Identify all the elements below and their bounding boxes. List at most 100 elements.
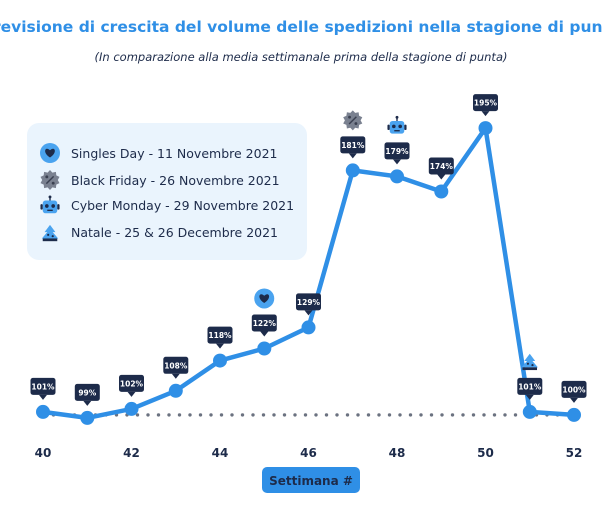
tree-base [42,238,58,242]
data-label-bg [163,356,189,374]
robot-ear [40,204,43,210]
heart-shape [45,148,55,158]
x-tick-label: 48 [389,446,406,460]
data-label-pointer [83,400,92,406]
robot-mouth [47,209,53,211]
baseline-dot [513,413,518,417]
christmas-tree-icon [521,353,538,371]
x-tick-label: 46 [300,446,317,460]
data-point-week-49 [434,184,449,199]
legend: Singles Day - 11 Novembre 2021 Black Fri… [27,123,307,260]
robot-head [42,200,58,214]
baseline-dot [335,413,339,417]
data-point-week-42 [124,401,139,416]
data-point-week-43 [168,383,183,398]
baseline-dot [482,413,486,417]
data-point-week-41 [80,410,95,425]
baseline-dot [503,413,507,417]
data-label-week-43: 108% [163,356,189,379]
percent-dot [45,175,49,179]
x-tick-label: 50 [477,446,494,460]
baseline-dot [377,413,381,417]
discount-badge-icon [343,110,363,131]
percent-dot [51,181,55,185]
tree-ornament [526,362,530,365]
data-label-week-41: 99% [74,383,100,406]
data-label-week-46: 129% [296,293,321,316]
data-label-text: 179% [385,147,409,156]
legend-box [27,123,307,260]
baseline-dot [146,413,150,417]
legend-entry-cyber-monday: Cyber Monday - 29 Novembre 2021 [71,198,294,213]
data-label-bg [517,377,543,395]
robot-ear [387,124,390,131]
data-label-pointer [348,153,357,159]
tree-ornament [51,235,54,238]
data-label-week-44: 118% [207,326,233,349]
chart-title: Previsione di crescita del volume delle … [0,18,602,36]
data-label-text: 129% [297,298,321,307]
data-label-pointer [481,111,490,117]
baseline-dot [461,413,465,417]
discount-badge-icon [40,170,60,190]
data-label-week-45: 122% [251,314,277,337]
data-label-text: 101% [31,382,55,391]
data-point-week-46 [301,320,316,335]
baseline-dot [408,413,413,417]
robot-head [389,120,405,134]
robot-icon [387,115,407,134]
data-label-pointer [393,159,401,165]
baseline-dot [356,413,360,417]
robot-icon [40,195,60,214]
data-labels: 101% 99% 102% 108% 118% 122% 129% 181% 179% 174% 1… [30,94,587,406]
robot-mouth [394,130,400,132]
data-label-week-40: 101% [30,377,56,400]
baseline-dot [345,413,350,417]
data-label-bg [384,142,410,160]
percent-slash [45,175,55,185]
data-point-week-45 [257,341,272,356]
data-label-bg [296,293,321,311]
baseline-dot [492,413,497,417]
baseline-dot [450,413,455,417]
data-label-week-51: 101% [517,377,543,400]
baseline-dot [230,413,234,417]
robot-eye [392,124,396,129]
data-label-text: 181% [341,141,365,150]
heart-icon [254,288,275,309]
baseline-dot [156,413,161,417]
x-axis-label: Settimana # [269,474,353,488]
christmas-tree-icon [41,224,59,242]
data-label-text: 99% [78,388,96,397]
data-label-bg [119,374,144,392]
data-label-pointer [216,343,224,349]
tree-shape [521,353,538,368]
heart-shape [259,294,270,304]
legend-entry-black-friday: Black Friday - 26 Novembre 2021 [71,173,280,188]
data-label-text: 101% [518,382,542,391]
data-label-pointer [171,373,180,379]
data-label-text: 118% [208,331,232,340]
x-axis-ticks: 40 42 44 46 48 50 52 [35,446,583,460]
data-label-pointer [39,394,47,400]
tree-shape [41,224,59,239]
x-tick-label: 42 [123,446,140,460]
robot-eye [45,204,49,208]
data-label-text: 122% [253,319,277,328]
data-label-pointer [525,394,534,400]
baseline-dot [398,413,402,417]
data-point-week-52 [567,407,581,422]
data-point-week-40 [36,404,50,419]
data-label-text: 174% [430,162,454,171]
percent-dot [348,115,352,119]
data-label-week-50: 195% [473,94,498,117]
x-tick-label: 40 [35,446,52,460]
data-label-text: 108% [164,361,188,370]
chart-subtitle: (In comparazione alla media settimanale … [95,50,508,64]
data-label-text: 102% [120,379,144,388]
data-label-pointer [437,174,446,180]
data-point-week-51 [522,404,537,419]
data-label-pointer [304,310,313,316]
data-point-week-48 [390,169,404,184]
